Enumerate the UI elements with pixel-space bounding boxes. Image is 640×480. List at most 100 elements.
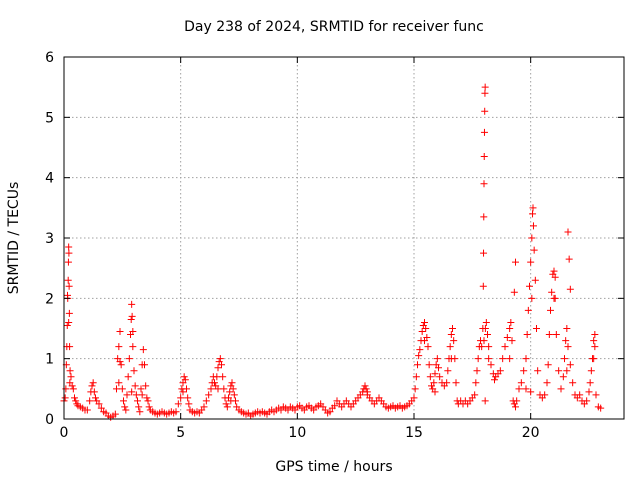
data-point <box>587 367 595 375</box>
x-tick-label: 20 <box>522 425 540 441</box>
data-point <box>214 385 222 393</box>
data-point <box>326 408 334 416</box>
data-point <box>590 337 598 345</box>
y-tick-label: 1 <box>45 352 54 368</box>
data-point <box>131 382 139 390</box>
data-point <box>590 355 598 363</box>
data-point <box>89 379 97 387</box>
data-point <box>480 128 488 136</box>
data-point <box>503 334 511 342</box>
data-point <box>450 337 458 345</box>
data-point <box>491 376 498 384</box>
data-point <box>63 321 71 329</box>
data-point <box>125 355 133 363</box>
data-point <box>128 388 136 396</box>
data-point <box>447 355 455 363</box>
data-point <box>226 388 234 396</box>
data-point <box>552 331 560 339</box>
data-point <box>180 373 188 381</box>
data-point <box>362 385 370 393</box>
data-point <box>61 394 69 402</box>
data-point <box>228 379 236 387</box>
chart-title: Day 238 of 2024, SRMTID for receiver fun… <box>184 19 484 35</box>
data-point <box>136 408 144 416</box>
data-point <box>116 358 124 366</box>
data-point <box>137 385 145 393</box>
data-point <box>66 343 74 351</box>
x-tick-label: 15 <box>405 425 423 441</box>
data-point <box>591 331 599 339</box>
data-point <box>480 337 488 345</box>
data-point <box>115 343 123 351</box>
data-point <box>563 325 571 332</box>
data-point <box>230 391 238 399</box>
data-point <box>433 355 441 363</box>
data-point <box>592 391 600 399</box>
x-axis-title: GPS time / hours <box>275 459 392 475</box>
data-point <box>520 367 528 375</box>
data-point <box>65 243 73 251</box>
data-point <box>523 331 531 339</box>
data-point <box>64 258 72 266</box>
data-point <box>64 276 72 284</box>
data-point <box>551 273 559 281</box>
data-point <box>134 397 141 405</box>
data-point <box>499 355 507 363</box>
data-point <box>71 394 78 402</box>
data-point <box>223 403 231 411</box>
data-point <box>472 379 480 387</box>
data-point <box>543 379 551 387</box>
data-point <box>501 343 509 351</box>
data-point <box>66 379 74 387</box>
data-point <box>508 337 516 345</box>
data-point <box>172 408 180 416</box>
data-point <box>67 373 75 381</box>
data-point <box>426 373 434 381</box>
data-point <box>481 89 489 97</box>
data-point <box>566 361 574 369</box>
data-point <box>128 300 136 308</box>
data-point <box>506 355 514 363</box>
data-point <box>480 180 488 188</box>
data-point <box>533 325 540 332</box>
data-point <box>65 249 73 257</box>
data-point <box>66 367 74 375</box>
data-point <box>179 388 187 396</box>
data-point <box>479 282 487 290</box>
data-point <box>527 258 535 266</box>
data-point <box>482 318 490 326</box>
data-point <box>121 403 129 411</box>
data-point <box>115 379 123 387</box>
data-point <box>530 246 538 254</box>
data-point <box>481 83 489 91</box>
data-point <box>524 306 532 314</box>
data-point <box>585 388 593 396</box>
y-tick-label: 5 <box>45 110 54 126</box>
data-point <box>528 234 536 242</box>
data-point <box>118 385 126 393</box>
data-point <box>122 406 130 414</box>
data-point <box>471 391 479 399</box>
data-point <box>361 382 369 390</box>
data-point <box>414 361 421 369</box>
data-point <box>586 379 594 387</box>
data-point <box>116 328 124 336</box>
data-point <box>65 318 73 326</box>
data-point <box>181 376 189 384</box>
data-point <box>431 388 439 396</box>
data-point <box>211 379 218 387</box>
data-point <box>481 325 489 332</box>
data-point <box>487 361 495 369</box>
data-point <box>522 385 530 393</box>
data-point <box>90 388 98 396</box>
data-point <box>412 373 420 381</box>
data-point <box>435 364 442 372</box>
data-point <box>548 288 556 296</box>
axis-ticks <box>63 56 624 420</box>
data-point <box>72 397 80 405</box>
data-point <box>120 397 127 405</box>
x-tick-labels: 0 5 10 15 20 <box>60 425 540 441</box>
data-point <box>444 367 452 375</box>
data-point <box>424 343 432 351</box>
data-point <box>142 382 150 390</box>
